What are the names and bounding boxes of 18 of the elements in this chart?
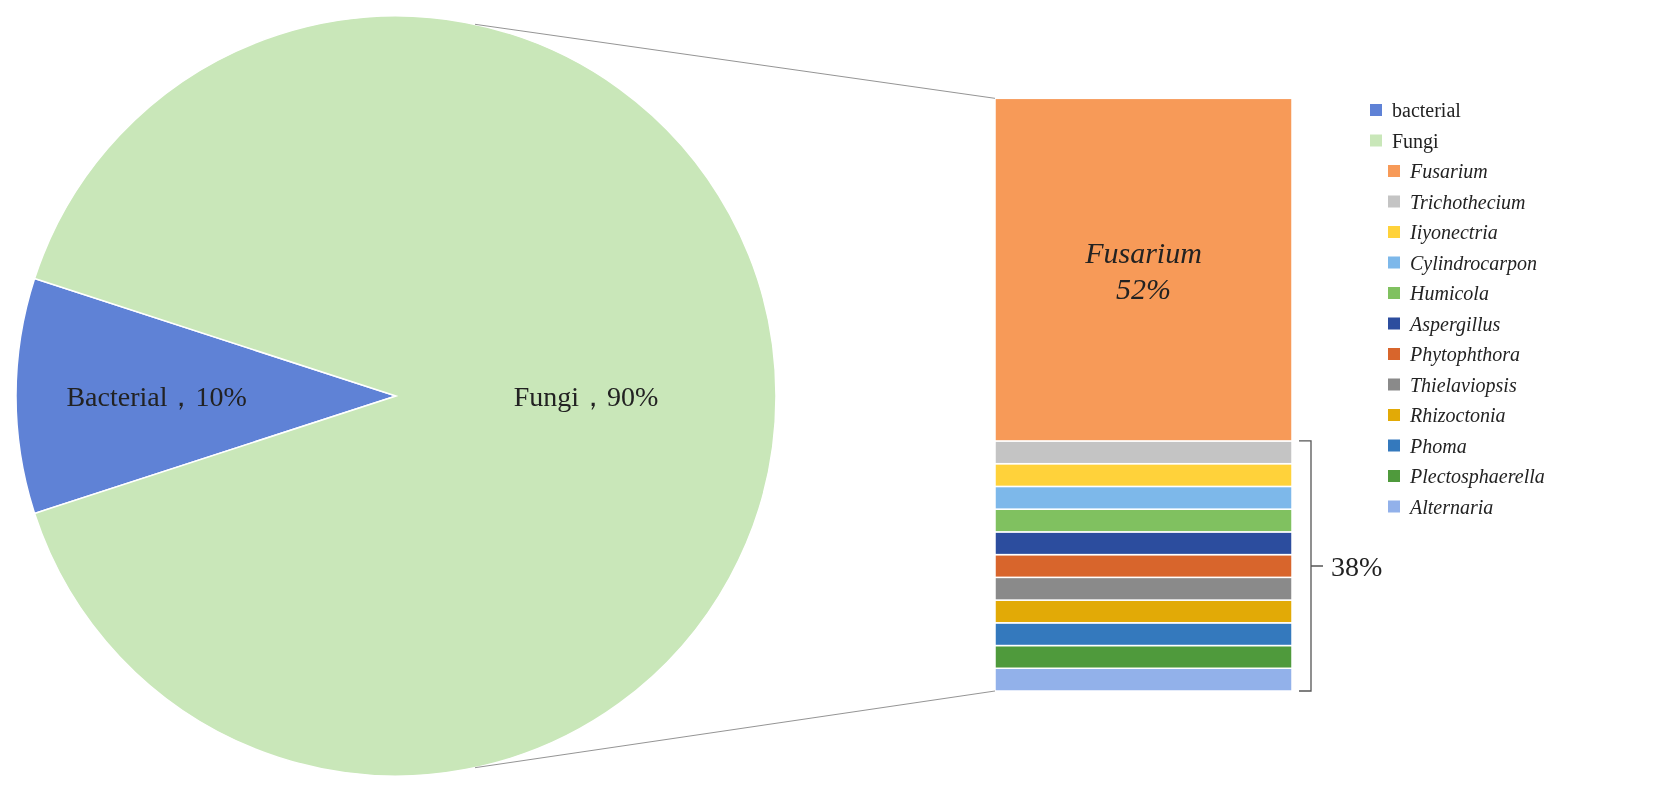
legend-label: Cylindrocarpon xyxy=(1410,251,1538,275)
legend-label: Rhizoctonia xyxy=(1409,404,1506,426)
text: 38% xyxy=(1331,550,1383,582)
data-label: Bacterial，10% xyxy=(66,380,247,412)
legend-label: Aspergillus xyxy=(1408,312,1501,336)
legend-label: Humicola xyxy=(1409,282,1489,304)
legend-label: Phoma xyxy=(1409,434,1467,457)
text: Fusarium xyxy=(1410,160,1488,182)
legend-label: Alternaria xyxy=(1408,495,1494,518)
legend-label: Thielaviopsis xyxy=(1410,373,1517,397)
data-label: Fusarium 52% xyxy=(1084,235,1202,305)
legend-label: bacterial xyxy=(1392,99,1462,121)
legend-label: Iiyonectria xyxy=(1409,221,1498,244)
legend-label: Trichothecium xyxy=(1410,190,1526,213)
legend-label: Fungi xyxy=(1392,129,1440,153)
data-label: Fungi，90% xyxy=(513,380,659,412)
legend-label: Plectosphaerella xyxy=(1409,465,1545,488)
legend-label: Phytophthora xyxy=(1409,343,1520,366)
